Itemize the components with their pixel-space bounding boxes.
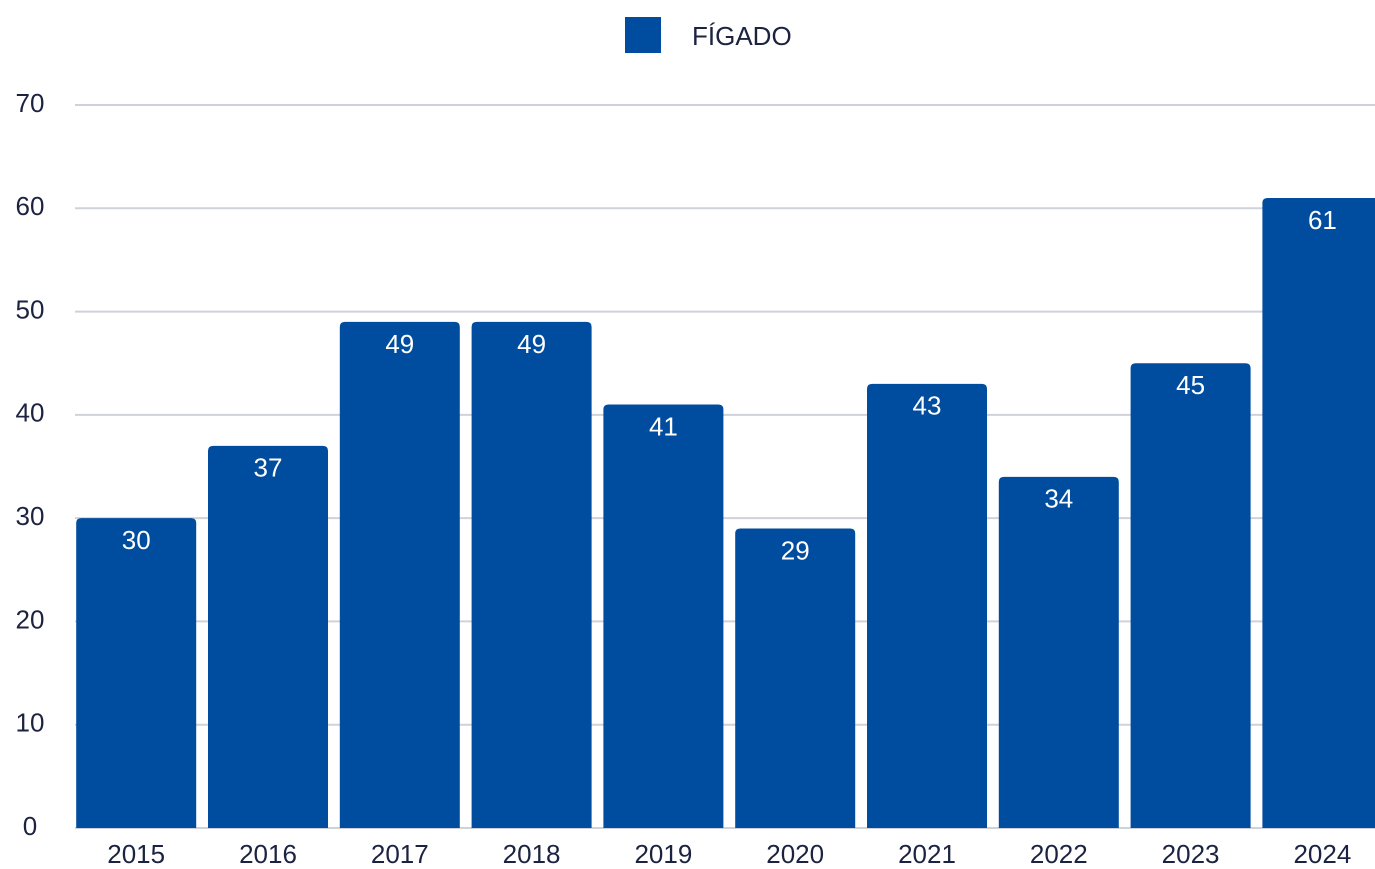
x-tick-label: 2020 bbox=[766, 839, 824, 869]
value-label: 41 bbox=[649, 411, 678, 441]
value-label: 61 bbox=[1308, 205, 1337, 235]
x-tick-label: 2017 bbox=[371, 839, 429, 869]
bar bbox=[76, 518, 197, 828]
x-tick-label: 2019 bbox=[634, 839, 692, 869]
y-tick-label: 50 bbox=[16, 294, 45, 324]
legend-label: FÍGADO bbox=[692, 21, 792, 51]
x-tick-label: 2022 bbox=[1030, 839, 1088, 869]
value-label: 49 bbox=[385, 329, 414, 359]
bar bbox=[998, 476, 1119, 828]
bar bbox=[339, 321, 460, 828]
bar bbox=[1130, 363, 1251, 828]
y-tick-label: 10 bbox=[16, 708, 45, 738]
value-label: 30 bbox=[122, 525, 151, 555]
y-tick-label: 70 bbox=[16, 88, 45, 118]
bar bbox=[1262, 197, 1375, 828]
y-tick-label: 30 bbox=[16, 501, 45, 531]
legend-swatch bbox=[625, 17, 661, 53]
bar bbox=[735, 528, 856, 828]
bar bbox=[208, 445, 328, 828]
y-tick-label: 20 bbox=[16, 604, 45, 634]
value-label: 45 bbox=[1176, 370, 1205, 400]
y-tick-label: 40 bbox=[16, 398, 45, 428]
y-tick-label: 60 bbox=[16, 191, 45, 221]
x-tick-label: 2016 bbox=[239, 839, 297, 869]
x-tick-label: 2018 bbox=[503, 839, 561, 869]
x-tick-label: 2021 bbox=[898, 839, 956, 869]
value-label: 34 bbox=[1044, 484, 1073, 514]
value-label: 37 bbox=[254, 453, 283, 483]
value-label: 43 bbox=[913, 391, 942, 421]
bar bbox=[603, 404, 724, 828]
y-tick-label: 0 bbox=[23, 811, 37, 841]
bar bbox=[471, 321, 592, 828]
bar bbox=[867, 383, 987, 828]
value-label: 29 bbox=[781, 535, 810, 565]
x-tick-label: 2023 bbox=[1162, 839, 1220, 869]
value-label: 49 bbox=[517, 329, 546, 359]
x-tick-label: 2015 bbox=[107, 839, 165, 869]
x-tick-label: 2024 bbox=[1293, 839, 1351, 869]
